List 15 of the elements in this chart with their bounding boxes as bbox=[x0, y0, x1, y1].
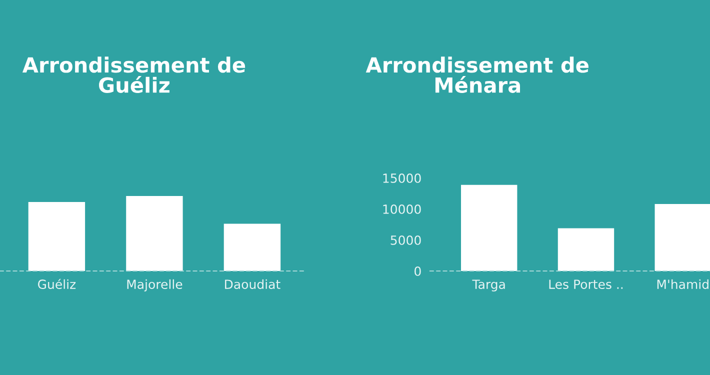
y-tick-label: 0 bbox=[414, 266, 421, 276]
x-tick-label: M'hamid bbox=[657, 279, 708, 290]
chart-title: Arrondissement de Guéliz bbox=[22, 56, 246, 93]
y-tick-label: 10000 bbox=[383, 204, 421, 214]
x-tick-label: Targa bbox=[472, 280, 505, 292]
bar bbox=[654, 204, 710, 271]
x-tick-label: Majorelle bbox=[127, 279, 182, 292]
x-tick-label: Guéliz bbox=[38, 278, 76, 290]
y-tick-label: 5000 bbox=[390, 235, 421, 245]
y-tick-label: 15000 bbox=[383, 173, 421, 183]
bar bbox=[558, 228, 614, 271]
chart-title: Arrondissement de Ménara bbox=[366, 56, 588, 93]
x-tick-label: Les Portes .. bbox=[549, 280, 623, 290]
bar bbox=[461, 184, 518, 271]
x-tick-label: Daoudiat bbox=[225, 279, 280, 290]
